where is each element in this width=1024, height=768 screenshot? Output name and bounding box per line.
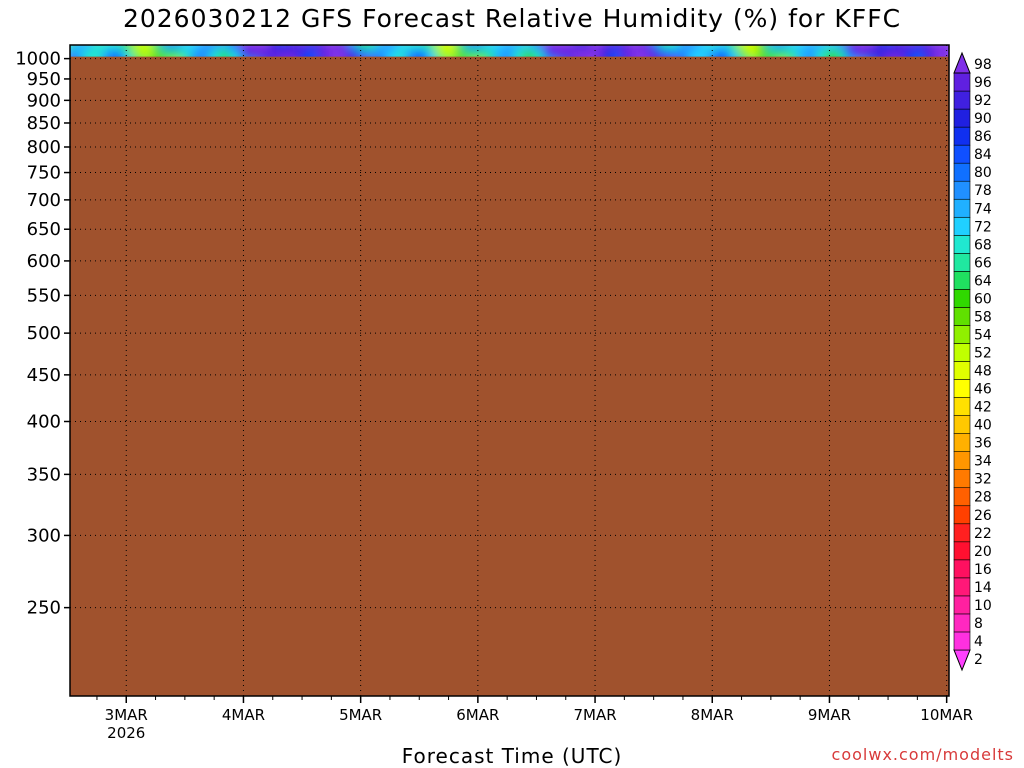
chart-title: 2026030212 GFS Forecast Relative Humidit… bbox=[122, 4, 902, 33]
